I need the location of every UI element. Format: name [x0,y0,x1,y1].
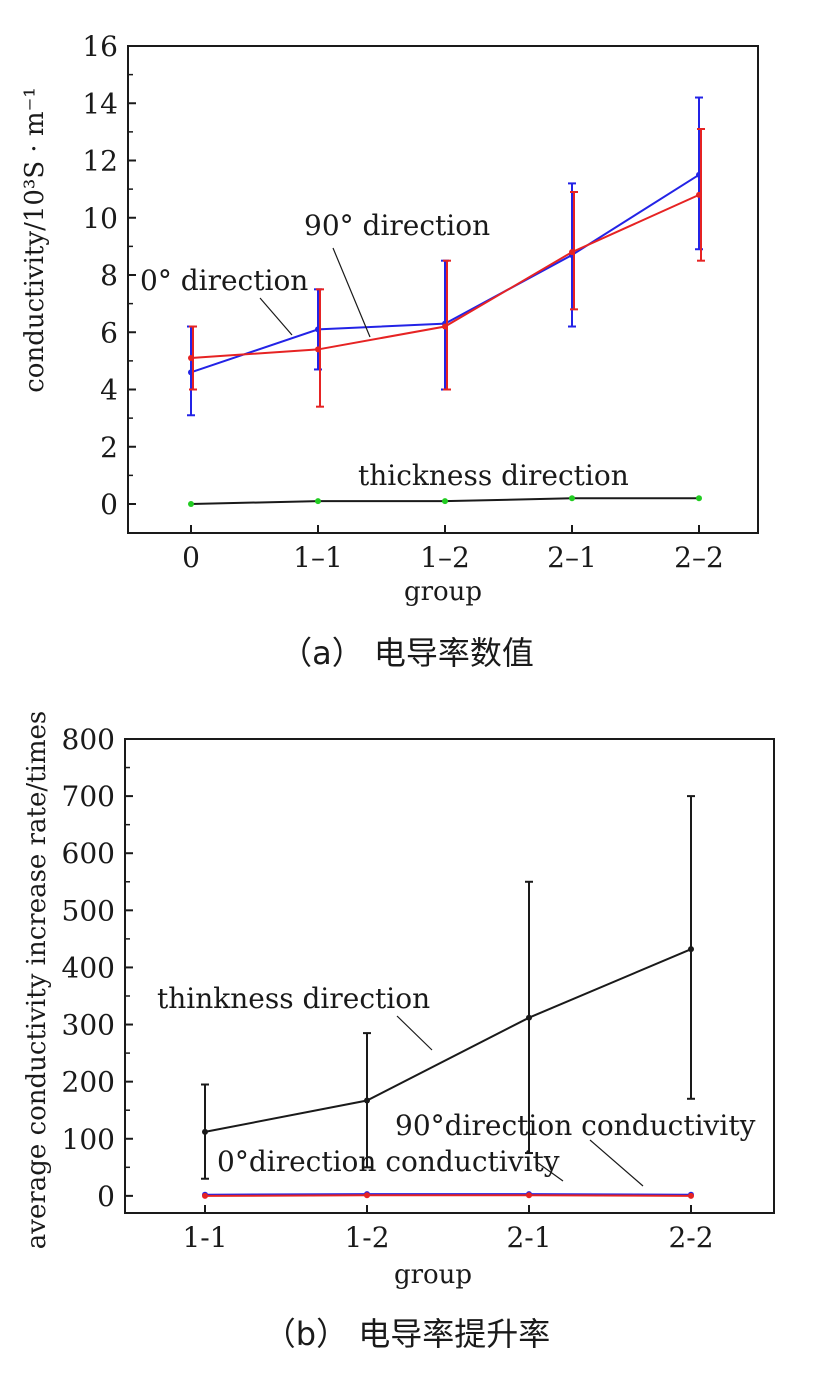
y-tick-label: 12 [82,145,118,178]
chart-b-y-ticks: 0 100 200 300 400 500 600 700 800 [62,723,133,1213]
chart-a-caption: （a） 电导率数值 [280,634,534,672]
x-tick-label: 2–2 [674,541,724,574]
chart-b-caption: （b） 电导率提升率 [264,1315,551,1353]
chart-a-annot-deg90: 90° direction [304,209,490,242]
y-tick-label: 6 [100,316,118,349]
y-tick-label: 4 [100,374,118,407]
chart-b-frame [124,738,775,1214]
y-tick-label: 100 [62,1123,115,1156]
x-tick-label: 2-1 [506,1221,551,1254]
data-point-deg0 [188,355,194,362]
data-point-thickness [202,1128,208,1135]
chart-b-annot-thickness: thinkness direction [157,982,430,1015]
data-point-deg0 [526,1192,532,1199]
x-tick-label: 2–1 [547,541,597,574]
chart-a-annot-deg0: 0° direction [140,264,308,297]
y-tick-label: 700 [62,780,115,813]
x-tick-label: 1–2 [420,541,470,574]
chart-a-frame [127,45,759,534]
x-tick-label: 1-1 [182,1221,227,1254]
chart-a-x-ticks: 0 1–1 1–2 2–1 2–2 [182,525,724,574]
data-point-deg0 [688,1192,694,1199]
chart-b-x-ticks: 1-1 1-2 2-1 2-2 [182,1205,714,1254]
chart-a: 0 2 4 6 8 10 12 14 16 0 1–1 1–2 2–1 2–2 group conduc… [20,30,759,672]
y-tick-label: 300 [62,1009,115,1042]
data-point-thickness [364,1097,370,1104]
y-tick-label: 10 [82,202,118,235]
x-tick-label: 2-2 [668,1221,713,1254]
data-point-deg0 [202,1192,208,1199]
y-tick-label: 500 [62,894,115,927]
data-point-thickness [688,946,694,953]
y-tick-label: 800 [62,723,115,756]
chart-b-annot-deg90: 90°direction conductivity [395,1109,756,1142]
data-point-thickness [526,1014,532,1021]
y-tick-label: 200 [62,1066,115,1099]
chart-a-leader-deg0 [259,297,293,336]
chart-a-y-ticks: 0 2 4 6 8 10 12 14 16 [82,30,136,521]
y-tick-label: 8 [100,259,118,292]
data-point-deg0 [696,191,702,198]
data-point-thickness [569,495,575,502]
data-point-thickness [696,495,702,502]
chart-b-x-axis-label: group [394,1260,472,1290]
data-point-deg0 [442,323,448,330]
y-tick-label: 400 [62,951,115,984]
series-line-deg0 [204,1194,692,1197]
x-tick-label: 0 [182,541,200,574]
data-point-thickness [442,498,448,505]
series-line-thickness [204,948,692,1133]
chart-b: 0 100 200 300 400 500 600 700 800 1-1 1-2 2-1 2-2 g… [22,711,775,1353]
chart-b-leader-deg0 [537,1162,564,1182]
series-line-deg90 [204,1193,692,1196]
data-point-deg0 [315,346,321,353]
chart-b-annot-deg0: 0°direction conductivity [217,1145,560,1178]
data-point-thickness [188,501,194,507]
chart-a-leader-deg90 [332,247,371,338]
y-tick-label: 16 [82,30,118,63]
x-tick-label: 1-2 [344,1221,389,1254]
data-point-thickness [315,498,321,505]
chart-a-y-axis-label: conductivity/10³S · m⁻¹ [20,87,50,393]
data-point-deg0 [569,249,575,256]
y-tick-label: 14 [82,87,118,120]
chart-a-annot-thickness: thickness direction [358,459,629,492]
y-tick-label: 2 [100,431,118,464]
chart-a-x-axis-label: group [404,577,482,607]
chart-b-leader-thickness [396,1015,433,1051]
y-tick-label: 0 [97,1180,115,1213]
chart-b-y-axis-label: average conductivity increase rate/times [22,711,52,1249]
chart-b-leader-deg90 [589,1139,644,1187]
chart-b-series [201,795,695,1199]
x-tick-label: 1–1 [293,541,343,574]
data-point-deg0 [364,1192,370,1199]
chart-a-series [187,96,705,507]
y-tick-label: 600 [62,837,115,870]
y-tick-label: 0 [100,488,118,521]
